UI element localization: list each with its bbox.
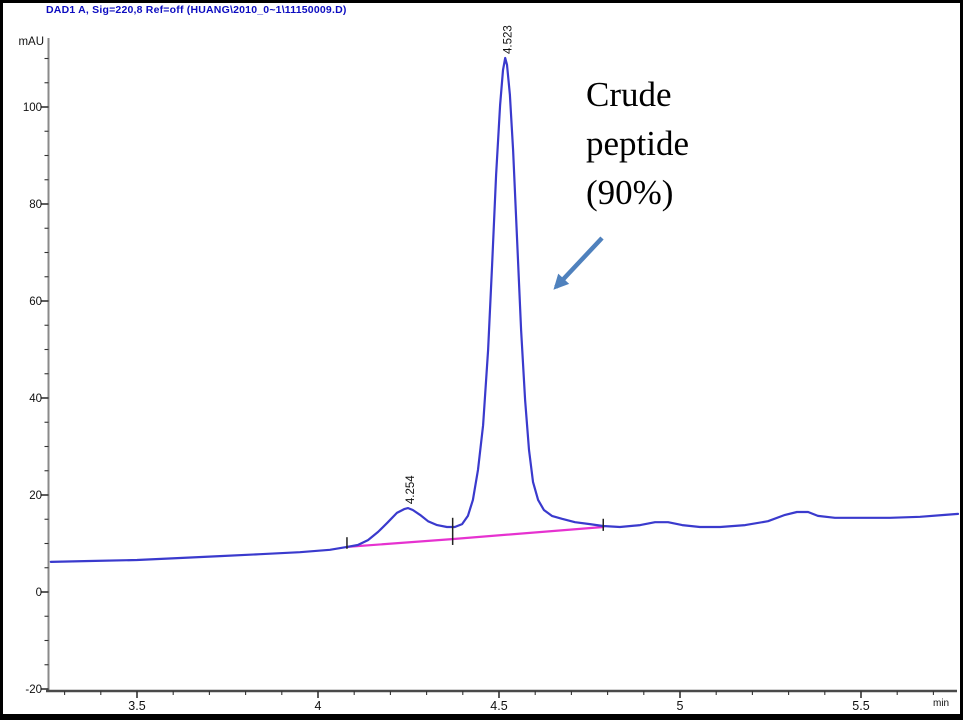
- annotation-line-2: peptide: [586, 124, 690, 163]
- x-tick-label: 4: [315, 699, 322, 713]
- y-axis-unit-label: mAU: [18, 36, 44, 48]
- peak-retention-time-label: 4.254: [405, 475, 417, 504]
- signal-trace: [49, 56, 960, 564]
- annotation-line-3: (90%): [586, 173, 674, 212]
- signal-title: DAD1 A, Sig=220,8 Ref=off (HUANG\2010_0~…: [46, 4, 347, 16]
- y-tick-label: 80: [29, 199, 42, 211]
- y-tick-label: 100: [23, 102, 42, 114]
- annotation-line-1: Crude: [586, 75, 672, 114]
- peak-retention-time-label: 4.523: [502, 25, 514, 54]
- integration-baseline: [345, 525, 605, 549]
- x-tick-label: 3.5: [128, 699, 145, 713]
- y-tick-label: 60: [29, 296, 42, 308]
- y-tick-label: 20: [29, 490, 42, 502]
- annotation-arrow-icon: [553, 236, 604, 290]
- y-tick-label: 40: [29, 393, 42, 405]
- x-tick-label: 4.5: [490, 699, 507, 713]
- x-tick-label: 5.5: [852, 699, 869, 713]
- x-tick-label: 5: [677, 699, 684, 713]
- y-tick-label: 0: [36, 587, 42, 599]
- x-axis-unit-label: min: [933, 698, 950, 709]
- annotation-text: Crude peptide (90%): [586, 70, 689, 217]
- y-tick-label: -20: [25, 684, 42, 696]
